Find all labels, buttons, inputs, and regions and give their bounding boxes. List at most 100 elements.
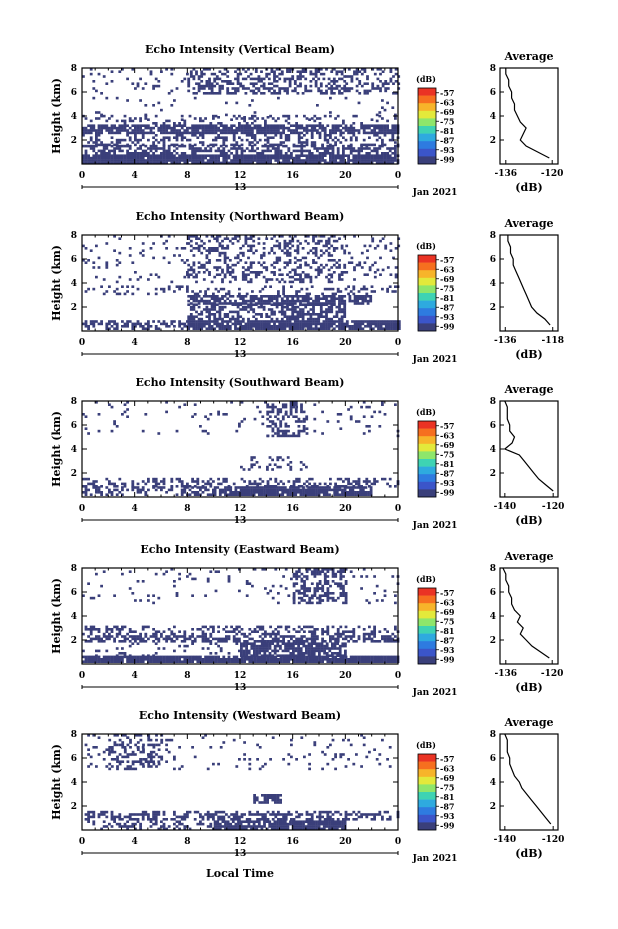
echo-cell: [187, 89, 191, 93]
echo-cell: [239, 259, 243, 262]
echo-cell: [318, 482, 322, 486]
echo-cell: [317, 239, 321, 243]
echo-cell: [323, 149, 327, 153]
echo-cell: [391, 129, 395, 132]
echo-cell: [280, 249, 284, 252]
echo-cell: [386, 131, 389, 135]
echo-cell: [100, 660, 103, 663]
echo-cell: [286, 654, 290, 657]
echo-cell: [108, 131, 111, 135]
echo-cell: [110, 80, 114, 83]
echo-cell: [95, 485, 98, 488]
echo-cell: [118, 131, 122, 135]
echo-cell: [286, 493, 290, 496]
echo-cell: [170, 72, 174, 76]
echo-cell: [305, 126, 309, 130]
echo-cell: [355, 68, 359, 71]
echo-cell: [178, 322, 181, 326]
echo-cell: [394, 141, 397, 144]
echo-cell: [100, 131, 103, 135]
echo-cell: [283, 266, 287, 269]
echo-cell: [292, 403, 296, 406]
echo-cell: [209, 413, 213, 416]
echo-cell: [362, 161, 366, 165]
echo-cell: [226, 92, 230, 95]
echo-cell: [329, 134, 332, 137]
echo-cell: [192, 271, 196, 274]
echo-cell: [336, 290, 340, 293]
echo-cell: [215, 235, 219, 238]
echo-cell: [305, 427, 309, 430]
echo-cell: [332, 68, 336, 71]
echo-cell: [365, 482, 369, 486]
echo-cell: [322, 493, 326, 496]
echo-cell: [366, 273, 369, 276]
echo-cell: [379, 320, 383, 323]
echo-cell: [365, 287, 369, 291]
echo-cell: [266, 647, 269, 650]
echo-cell: [84, 655, 88, 659]
echo-cell: [327, 322, 331, 326]
echo-cell: [219, 647, 223, 650]
echo-cell: [254, 271, 258, 274]
echo-cell: [226, 237, 230, 240]
echo-cell: [227, 658, 231, 661]
panel-title: Echo Intensity (Northward Beam): [136, 210, 345, 223]
echo-cell: [349, 482, 353, 486]
echo-cell: [293, 302, 297, 305]
echo-cell: [325, 313, 328, 316]
echo-cell: [296, 313, 300, 316]
echo-cell: [244, 92, 248, 95]
echo-cell: [305, 161, 309, 165]
echo-cell: [175, 138, 179, 142]
echo-cell: [347, 285, 350, 288]
echo-cell: [287, 159, 291, 162]
echo-cell: [226, 263, 230, 267]
echo-cell: [344, 654, 347, 657]
echo-cell: [394, 152, 397, 155]
echo-cell: [92, 154, 96, 157]
echo-cell: [332, 87, 336, 90]
echo-cell: [222, 147, 226, 150]
echo-cell: [84, 126, 88, 130]
echo-cell: [352, 287, 356, 291]
echo-cell: [317, 488, 321, 492]
echo-cell: [180, 259, 184, 262]
echo-cell: [144, 655, 148, 659]
echo-cell: [126, 159, 129, 162]
echo-cell: [343, 310, 347, 314]
echo-cell: [256, 405, 259, 409]
echo-cell: [345, 322, 349, 326]
echo-cell: [266, 413, 270, 416]
echo-cell: [295, 477, 298, 481]
echo-cell: [381, 126, 384, 130]
echo-cell: [141, 152, 145, 155]
echo-cell: [123, 485, 127, 488]
echo-cell: [113, 147, 116, 150]
echo-cell: [199, 131, 202, 135]
echo-cell: [327, 302, 331, 305]
echo-cell: [193, 154, 197, 157]
echo-cell: [231, 242, 235, 245]
echo-cell: [92, 480, 96, 483]
echo-cell: [165, 129, 168, 132]
echo-cell: [251, 147, 254, 150]
echo-cell: [287, 660, 291, 663]
echo-cell: [196, 658, 200, 661]
echo-cell: [280, 317, 284, 321]
colorbar-label: -57: [440, 255, 454, 265]
echo-cell: [126, 149, 129, 153]
echo-cell: [340, 70, 344, 73]
echo-cell: [87, 144, 90, 148]
echo-cell: [289, 413, 293, 416]
echo-cell: [199, 147, 202, 150]
echo-cell: [256, 482, 259, 486]
echo-cell: [102, 114, 106, 118]
echo-cell: [82, 156, 85, 160]
echo-cell: [344, 652, 347, 655]
echo-cell: [253, 159, 257, 162]
echo-cell: [134, 154, 137, 157]
echo-cell: [165, 124, 168, 127]
echo-cell: [167, 488, 171, 492]
echo-cell: [264, 122, 267, 125]
